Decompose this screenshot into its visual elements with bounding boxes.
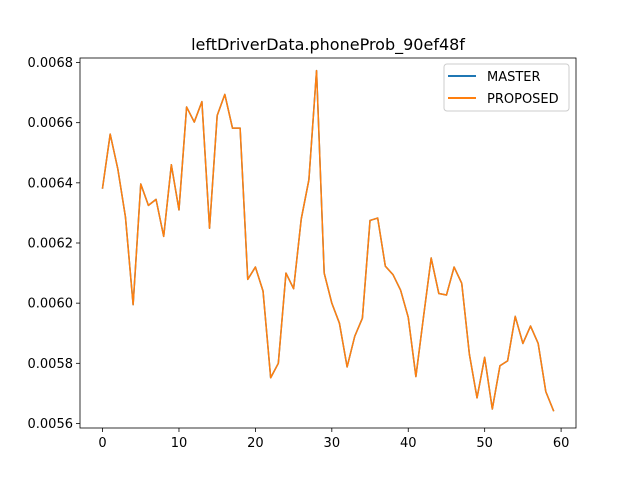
y-tick-label: 0.0066 xyxy=(28,116,74,131)
legend-label-master: MASTER xyxy=(487,70,541,85)
x-tick-label: 50 xyxy=(476,436,493,451)
y-tick-label: 0.0060 xyxy=(28,297,74,312)
series-line-proposed xyxy=(101,69,555,412)
y-tick-label: 0.0062 xyxy=(28,237,74,252)
plot-area xyxy=(101,69,555,412)
x-tick-label: 40 xyxy=(400,436,417,451)
x-tick-label: 60 xyxy=(553,436,570,451)
x-tick-label: 20 xyxy=(247,436,264,451)
y-tick-label: 0.0058 xyxy=(28,357,74,372)
y-tick-label: 0.0068 xyxy=(28,56,74,71)
chart-title: leftDriverData.phoneProb_90ef48f xyxy=(191,35,465,55)
legend: MASTER PROPOSED xyxy=(443,63,570,112)
y-tick-label: 0.0064 xyxy=(28,176,74,191)
x-tick-label: 0 xyxy=(98,436,106,451)
x-tick-label: 30 xyxy=(324,436,341,451)
legend-label-proposed: PROPOSED xyxy=(487,92,559,107)
x-tick-label: 10 xyxy=(171,436,188,451)
y-tick-label: 0.0056 xyxy=(28,417,74,432)
axes: 0 10 20 30 40 50 60 0.0056 0.0058 0.0060 0.0062 0.0… xyxy=(28,56,577,451)
